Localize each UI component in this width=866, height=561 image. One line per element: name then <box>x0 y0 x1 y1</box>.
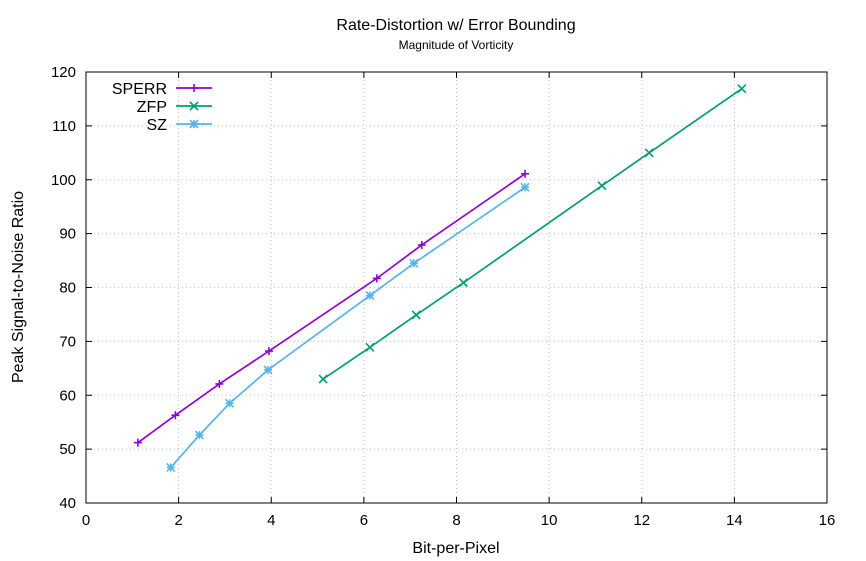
y-axis-label: Peak Signal-to-Noise Ratio <box>10 191 27 383</box>
legend-label-sperr: SPERR <box>112 81 167 98</box>
y-tick-label: 90 <box>59 226 76 243</box>
data-point-sz <box>263 365 273 375</box>
data-point-sz <box>520 182 530 192</box>
data-point-sperr <box>521 169 530 178</box>
data-point-sperr <box>264 347 273 356</box>
data-point-sperr <box>133 438 142 447</box>
data-point-zfp <box>458 278 469 288</box>
x-tick-label: 8 <box>452 512 460 529</box>
x-tick-label: 2 <box>174 512 182 529</box>
chart-title: Rate-Distortion w/ Error Bounding <box>336 17 575 34</box>
series-line-sz <box>170 186 526 469</box>
y-tick-label: 70 <box>59 333 76 350</box>
data-point-zfp <box>737 84 747 94</box>
y-tick-label: 50 <box>59 441 76 458</box>
data-point-sz <box>225 398 235 408</box>
chart-subtitle: Magnitude of Vorticity <box>399 38 514 52</box>
y-tick-label: 80 <box>59 280 76 297</box>
x-axis-label: Bit-per-Pixel <box>412 540 499 557</box>
data-point-zfp <box>365 342 375 352</box>
legend-marker-sz <box>189 119 199 129</box>
data-point-sperr <box>372 274 381 283</box>
y-tick-label: 110 <box>52 118 76 135</box>
data-point-zfp <box>318 374 328 384</box>
data-point-sperr <box>171 411 180 420</box>
data-point-zfp <box>411 310 421 320</box>
y-tick-label: 60 <box>59 387 76 404</box>
x-tick-label: 12 <box>633 512 650 529</box>
data-point-sz <box>194 430 205 440</box>
legend-label-zfp: ZFP <box>137 99 167 116</box>
data-point-sz <box>365 291 375 301</box>
x-tick-label: 6 <box>360 512 368 529</box>
data-point-zfp <box>644 148 654 158</box>
data-point-sperr <box>215 379 224 388</box>
x-tick-label: 16 <box>819 512 836 529</box>
x-tick-label: 10 <box>541 512 558 529</box>
y-tick-label: 120 <box>51 64 76 81</box>
series-line-sperr <box>137 173 526 444</box>
legend-label-sz: SZ <box>147 117 168 134</box>
data-point-sz <box>409 258 419 268</box>
y-tick-label: 100 <box>51 172 76 189</box>
data-point-zfp <box>597 181 607 191</box>
x-tick-label: 14 <box>726 512 743 529</box>
data-point-sperr <box>417 240 426 249</box>
data-point-sz <box>166 462 176 473</box>
x-tick-label: 4 <box>267 512 275 529</box>
legend-marker-sperr <box>190 84 198 92</box>
legend-marker-zfp <box>189 101 199 111</box>
x-tick-label: 0 <box>82 512 90 529</box>
y-tick-label: 40 <box>59 495 76 512</box>
